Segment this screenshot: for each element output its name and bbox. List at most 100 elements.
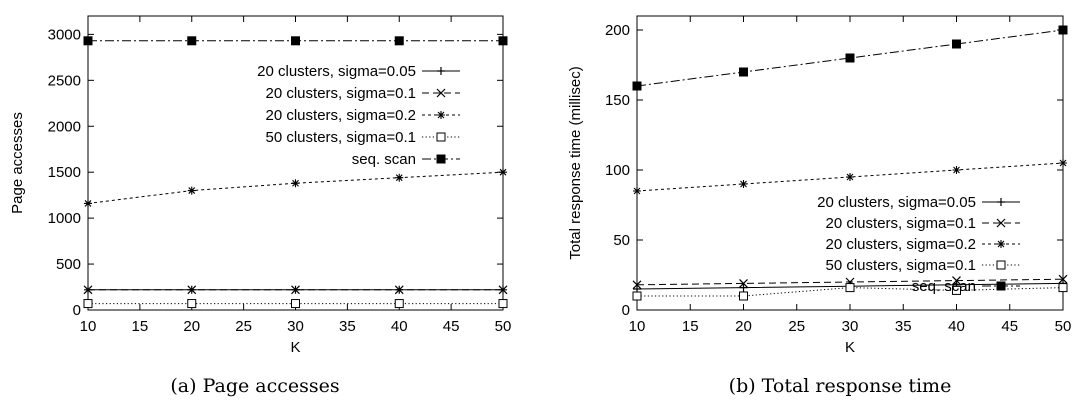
x-tick-label: 45 [1001, 318, 1018, 335]
legend-label: 20 clusters, sigma=0.05 [817, 194, 976, 211]
x-tick-label: 10 [80, 318, 97, 335]
y-tick-label: 0 [73, 302, 81, 319]
x-tick-label: 30 [842, 318, 859, 335]
chart-b: 10 15 20 25 30 35 40 45 50 0 50 100 150 200 K Total res… [567, 15, 1072, 397]
x-tick-label: 40 [948, 318, 965, 335]
data-point [83, 285, 93, 295]
legend-marker [996, 260, 1006, 270]
data-point [739, 67, 748, 77]
x-tick-label: 35 [339, 318, 356, 335]
data-point [632, 280, 642, 290]
data-point [84, 199, 92, 208]
data-point [739, 180, 748, 188]
legend-marker [437, 111, 445, 119]
x-tick-label: 20 [183, 318, 200, 335]
legend-marker [997, 240, 1005, 248]
data-point [187, 186, 196, 195]
data-point [952, 166, 961, 174]
data-point [1058, 283, 1068, 293]
series-line [87, 171, 504, 204]
x-tick-label: 50 [495, 318, 512, 335]
data-point [845, 283, 855, 293]
legend-label: seq. scan [912, 278, 976, 295]
data-point [739, 278, 748, 288]
legend-label: 20 clusters, sigma=0.2 [266, 107, 417, 124]
data-point [1058, 274, 1068, 284]
x-tick-label: 10 [629, 318, 646, 335]
y-tick-label: 3000 [48, 26, 81, 43]
legend-marker [996, 281, 1006, 291]
data-point [291, 36, 300, 46]
data-point [952, 39, 961, 49]
x-tick-label: 40 [391, 318, 408, 335]
data-point [291, 299, 300, 309]
data-point [739, 283, 748, 292]
x-tick-label: 35 [895, 318, 912, 335]
data-point [83, 299, 93, 309]
y-tick-label: 2500 [48, 72, 81, 89]
y-tick-label: 200 [605, 22, 630, 39]
data-point [846, 173, 854, 181]
y-tick-label: 2000 [48, 118, 81, 135]
y-tick-label: 1000 [48, 210, 81, 227]
series-2 [83, 285, 508, 295]
data-point [952, 285, 961, 295]
legend-marker [996, 218, 1006, 228]
x-axis-label: K [845, 339, 855, 356]
data-point [187, 285, 197, 295]
legend-marker [436, 154, 446, 164]
x-tick-label: 15 [132, 318, 149, 335]
y-tick-label: 50 [613, 232, 630, 249]
data-point [395, 173, 404, 182]
x-tick-label: 45 [443, 318, 460, 335]
x-tick-label: 50 [1055, 318, 1072, 335]
y-axis-label: Total response time (millisec) [567, 66, 584, 259]
data-point [394, 285, 404, 295]
legend-label: 50 clusters, sigma=0.1 [266, 129, 417, 146]
legend-marker [436, 132, 446, 142]
data-point [498, 299, 508, 309]
series-4 [632, 283, 1068, 301]
series-4 [83, 299, 508, 309]
data-point [498, 36, 508, 46]
legend-marker [437, 67, 445, 75]
chart-caption: (b) Total response time [729, 375, 952, 397]
data-point [291, 179, 300, 188]
data-point [187, 36, 197, 46]
data-point [394, 299, 404, 309]
data-point [633, 187, 641, 195]
x-tick-label: 30 [287, 318, 304, 335]
legend: 20 clusters, sigma=0.05 20 clusters, sigm… [257, 63, 460, 168]
data-point [394, 36, 404, 46]
legend-label: 20 clusters, sigma=0.2 [826, 236, 977, 253]
chart-caption: (a) Page accesses [170, 375, 339, 397]
data-point [632, 81, 642, 91]
data-point [632, 291, 642, 301]
y-axis-label: Page accesses [9, 112, 26, 214]
x-tick-label: 15 [682, 318, 699, 335]
data-point [187, 299, 197, 309]
legend-marker [436, 88, 446, 98]
y-tick-label: 500 [56, 256, 81, 273]
data-point [499, 168, 507, 177]
legend-label: 20 clusters, sigma=0.1 [266, 85, 417, 102]
y-tick-label: 0 [622, 302, 630, 319]
x-tick-label: 20 [735, 318, 752, 335]
data-point [498, 285, 508, 295]
legend-label: seq. scan [352, 151, 416, 168]
series-line [636, 162, 1064, 192]
data-point [952, 276, 961, 286]
legend-label: 20 clusters, sigma=0.1 [826, 215, 977, 232]
series-5 [83, 36, 508, 46]
data-point [1058, 25, 1068, 35]
data-point [83, 36, 93, 46]
data-point [739, 291, 748, 301]
y-tick-label: 150 [605, 92, 630, 109]
legend: 20 clusters, sigma=0.05 20 clusters, sigm… [817, 194, 1020, 295]
x-tick-label: 25 [235, 318, 252, 335]
data-point [845, 53, 855, 63]
data-point [291, 285, 300, 295]
series-line [636, 29, 1064, 87]
legend-label: 20 clusters, sigma=0.05 [257, 63, 416, 80]
